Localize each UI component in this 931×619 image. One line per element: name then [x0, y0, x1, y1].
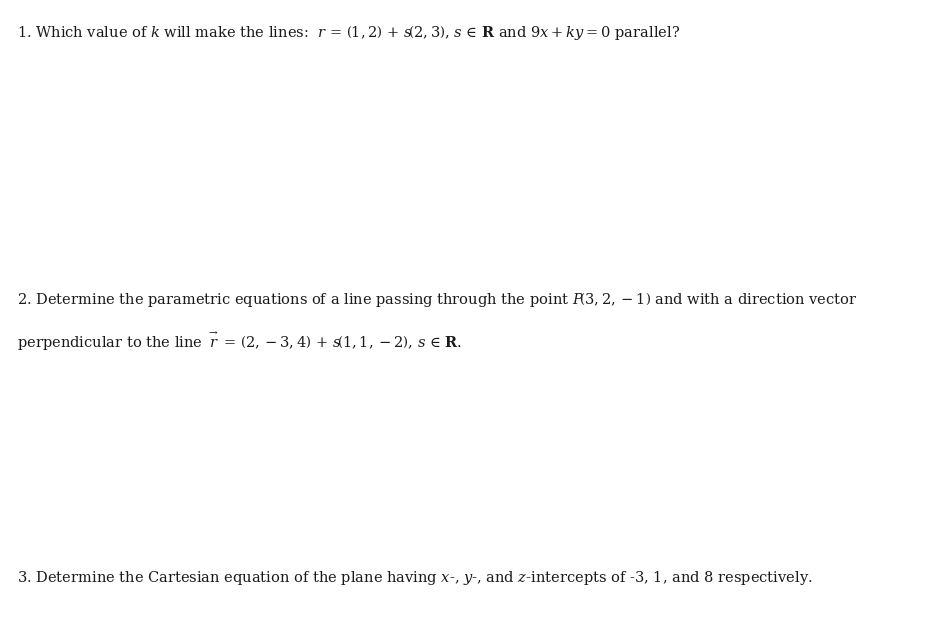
Text: 2. Determine the parametric equations of a line passing through the point $P\!\l: 2. Determine the parametric equations of… [17, 291, 857, 309]
Text: perpendicular to the line $\overset{\to}{r}$ = $\left(2, -3, 4\right)$ + $s\!\le: perpendicular to the line $\overset{\to}… [17, 329, 462, 353]
Text: 1. Which value of $k$ will make the lines:  $r$ = $\left(1, 2\right)$ + $s\!\lef: 1. Which value of $k$ will make the line… [17, 24, 680, 41]
Text: 3. Determine the Cartesian equation of the plane having $x$-, $y$-, and $z$-inte: 3. Determine the Cartesian equation of t… [17, 569, 813, 587]
